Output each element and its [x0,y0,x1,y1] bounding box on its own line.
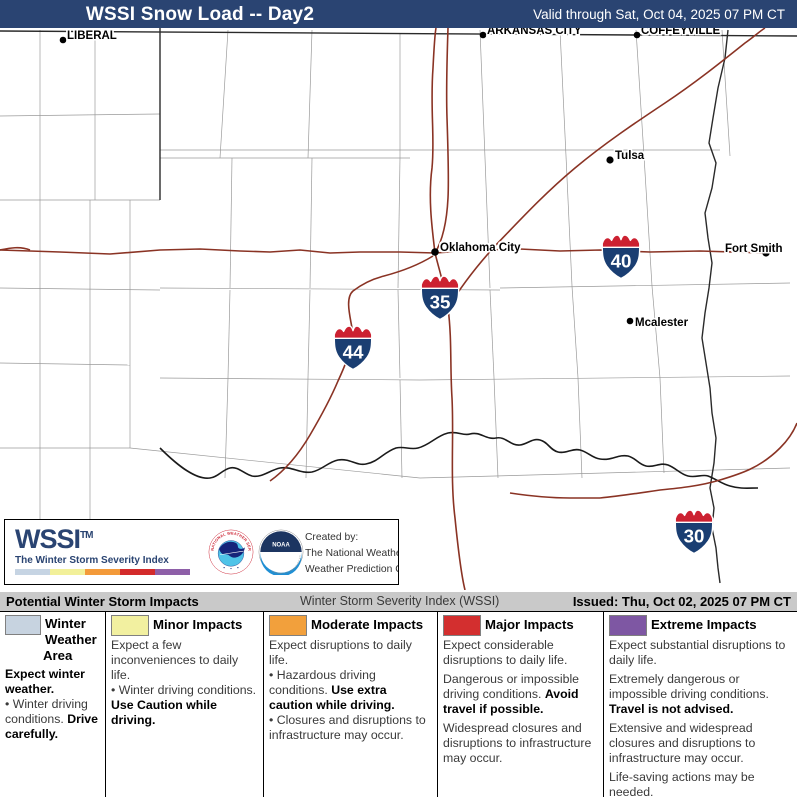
svg-text:NOAA: NOAA [272,542,290,548]
